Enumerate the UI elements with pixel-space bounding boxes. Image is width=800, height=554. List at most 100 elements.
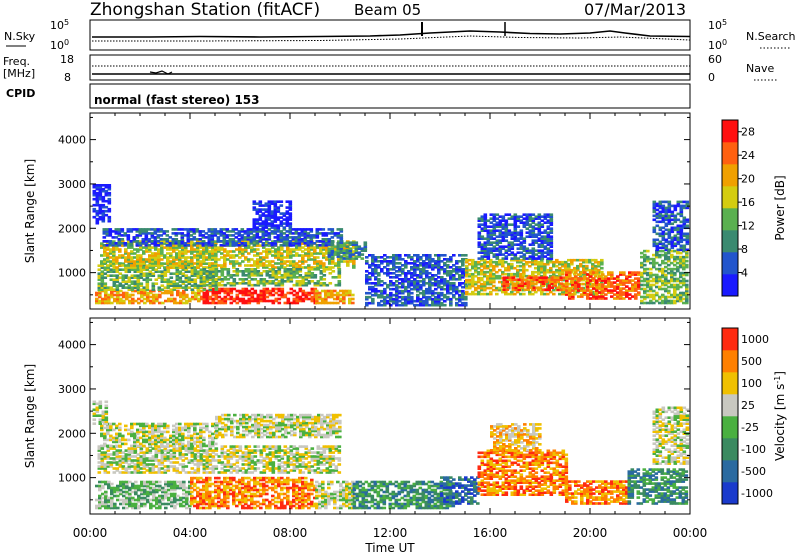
power-cell (389, 262, 393, 265)
power-cell (465, 286, 469, 290)
power-cell (124, 250, 128, 253)
power-cell (199, 268, 204, 271)
power-cell (175, 268, 180, 271)
power-cell (95, 201, 100, 205)
power-cell (667, 232, 672, 236)
power-cell (658, 275, 662, 279)
power-cell (616, 297, 620, 300)
power-cell (274, 297, 279, 301)
power-cell (223, 299, 228, 303)
power-cell (631, 279, 635, 282)
power-cell (480, 282, 484, 286)
power-cell (145, 246, 149, 249)
power-cell (124, 274, 129, 277)
power-cell (127, 268, 132, 271)
power-cell (271, 240, 275, 243)
power-cell (495, 249, 500, 252)
power-cell (452, 264, 456, 267)
power-cell (504, 213, 509, 216)
power-cell (108, 242, 113, 245)
power-cell (210, 240, 215, 243)
power-cell (274, 270, 279, 273)
power-cell (434, 282, 438, 285)
power-cell (544, 278, 549, 281)
power-cell (443, 254, 447, 257)
power-cell (667, 222, 672, 226)
power-cell (186, 232, 191, 235)
power-cell (607, 283, 611, 286)
power-cell (464, 303, 468, 307)
power-cell (100, 264, 105, 267)
power-cell (489, 235, 494, 238)
power-cell (238, 250, 242, 253)
power-cell (104, 205, 109, 209)
power-cell (425, 301, 429, 305)
power-cell (279, 224, 284, 227)
power-cell (172, 246, 176, 249)
power-cell (315, 232, 320, 235)
power-cell (196, 274, 201, 277)
power-cell (419, 264, 423, 267)
power-cell (531, 258, 535, 262)
power-cell (477, 235, 482, 238)
power-cell (502, 282, 507, 285)
power-cell (327, 243, 332, 246)
power-cell (324, 232, 329, 235)
power-cell (109, 286, 114, 289)
power-cell (267, 238, 272, 241)
power-cell (345, 251, 350, 254)
power-cell (184, 284, 189, 287)
power-cell (151, 268, 156, 271)
power-cell (190, 264, 194, 267)
power-cell (279, 232, 284, 235)
power-cell (676, 299, 680, 303)
power-cell (220, 248, 224, 251)
power-cell (271, 264, 275, 267)
power-cell (162, 238, 167, 241)
power-cell (601, 295, 605, 298)
power-cell (256, 274, 261, 277)
power-cell (265, 295, 270, 299)
power-cell (95, 301, 99, 305)
power-cell (297, 244, 302, 247)
power-cell (114, 230, 119, 233)
power-cell (492, 288, 496, 292)
power-cell (416, 283, 420, 287)
power-cell (477, 284, 481, 288)
power-cell (422, 291, 426, 295)
power-cell (643, 283, 647, 287)
power-cell (483, 270, 487, 274)
power-cell (577, 289, 581, 292)
power-cell (673, 214, 678, 218)
power-cell (232, 262, 236, 265)
power-cell (661, 283, 665, 287)
power-cell (586, 281, 590, 284)
power-cell (105, 240, 110, 243)
power-cell (583, 275, 587, 278)
power-cell (163, 256, 167, 259)
power-cell (130, 264, 134, 267)
power-cell (152, 293, 156, 297)
power-cell (226, 289, 231, 293)
power-cell (222, 240, 227, 243)
power-cell (324, 242, 329, 245)
power-cell (104, 189, 109, 193)
power-cell (223, 289, 228, 293)
power-cell (289, 260, 293, 263)
power-cell (598, 275, 602, 278)
power-cell (157, 258, 161, 261)
power-cell (127, 284, 132, 287)
power-cell (407, 301, 411, 305)
power-cell (259, 282, 264, 285)
power-cell (289, 280, 294, 283)
power-cell (504, 229, 509, 232)
power-cell (613, 297, 617, 300)
power-cell (113, 293, 117, 297)
power-cell (268, 293, 273, 297)
power-cell (270, 230, 275, 233)
power-cell (516, 219, 521, 222)
power-cell (292, 248, 296, 251)
power-cell (127, 252, 131, 255)
power-cell (679, 226, 684, 230)
power-cell (197, 297, 201, 301)
